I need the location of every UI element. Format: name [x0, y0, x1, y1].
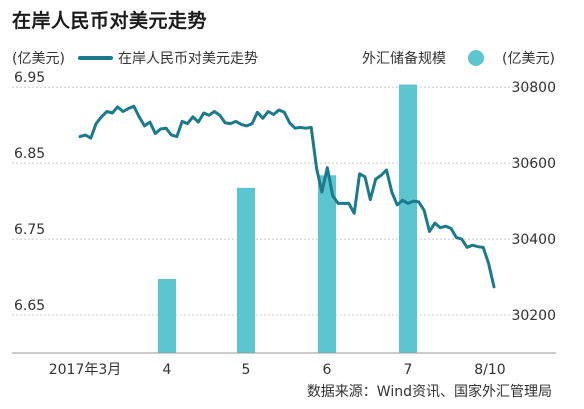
x-tick-label: 8/10	[474, 362, 505, 378]
right-tick-label: 30200	[511, 308, 556, 324]
gridlines	[12, 86, 556, 316]
x-tick-label: 7	[404, 362, 413, 378]
right-axis-unit: (亿美元)	[502, 51, 555, 67]
right-tick-label: 30800	[511, 80, 556, 96]
line-series	[78, 104, 496, 289]
reserve-bar	[158, 278, 176, 353]
reserve-bar	[318, 175, 336, 353]
chart-title: 在岸人民币对美元走势	[12, 10, 208, 32]
left-axis: 6.95 6.85 6.75 6.65	[14, 70, 45, 314]
right-tick-label: 30600	[511, 156, 556, 172]
source-note: 数据来源：Wind资讯、国家外汇管理局	[307, 383, 552, 400]
x-axis: 2017年3月 4 5 6 7 8/10	[49, 362, 506, 378]
legend-line-label: 在岸人民币对美元走势	[118, 51, 258, 67]
left-tick-label: 6.65	[14, 298, 45, 314]
left-tick-label: 6.95	[14, 70, 45, 86]
left-tick-label: 6.75	[14, 222, 45, 238]
left-axis-unit: (亿美元)	[12, 51, 65, 67]
right-axis: 30800 30600 30400 30200	[511, 80, 556, 324]
exchange-rate-line	[78, 104, 496, 289]
reserve-bar	[237, 187, 255, 353]
x-tick-label: 2017年3月	[49, 362, 122, 378]
x-tick-label: 4	[163, 362, 172, 378]
legend: (亿美元) 在岸人民币对美元走势 外汇储备规模 (亿美元)	[12, 50, 555, 67]
bar-series	[158, 84, 417, 354]
reserve-bar	[399, 84, 417, 354]
right-tick-label: 30400	[511, 232, 556, 248]
legend-bar-swatch	[468, 50, 484, 66]
left-tick-label: 6.85	[14, 146, 45, 162]
x-tick-label: 5	[242, 362, 251, 378]
legend-bar-label: 外汇储备规模	[362, 50, 446, 67]
x-tick-label: 6	[323, 362, 332, 378]
